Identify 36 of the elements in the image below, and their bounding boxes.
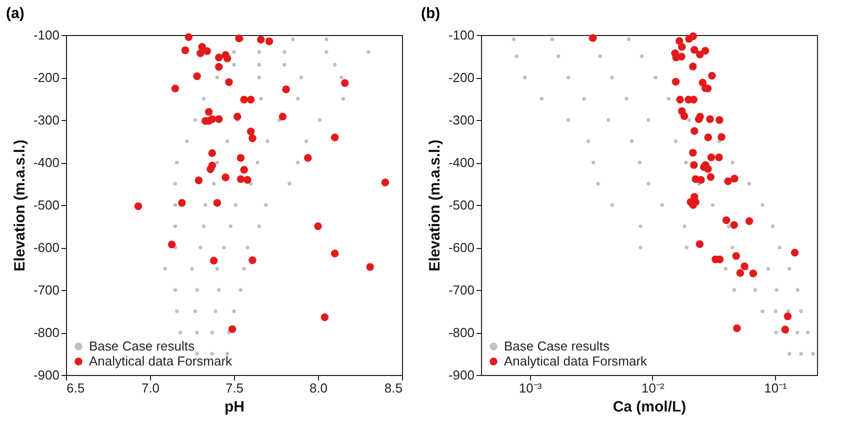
x-axis-title: pH [224,398,244,416]
y-tick-label: -700 [33,282,60,298]
y-tick-label: -200 [33,70,60,85]
y-axis-title: Elevation (m.a.s.l.) [426,140,444,272]
y-tick-label: -900 [33,368,60,382]
y-axis-title: Elevation (m.a.s.l.) [11,140,28,272]
chart-title: (b) [421,5,440,22]
y-tick-label: -600 [33,240,60,255]
y-tick-label: -400 [448,155,474,170]
y-tick-label: -800 [33,325,60,340]
x-tick-label: 6.5 [66,380,85,396]
x-tick-label: 10⁻¹ [764,380,788,396]
y-tick-label: -100 [33,28,60,42]
y-tick-label: -400 [33,155,60,170]
legend-label: Analytical data Forsmark [504,354,648,368]
y-tick-label: -300 [33,112,60,128]
x-tick-label: 7.5 [225,380,244,396]
x-tick-label: 7.0 [141,380,160,396]
legend-label: Base Case results [504,338,610,354]
legend-label: Base Case results [89,338,195,354]
x-tick-label: 8.0 [309,380,328,396]
x-tick-label: 10⁻² [642,380,665,396]
y-tick-label: -600 [448,240,474,255]
x-tick-label: 10⁻³ [518,380,542,396]
y-tick-label: -700 [448,282,474,298]
x-tick-label: 8.5 [384,380,402,396]
y-tick-label: -800 [448,325,474,340]
x-axis-title: Ca (mol/L) [612,398,686,416]
y-tick-label: -300 [448,112,474,128]
chart-title: (a) [6,5,24,22]
y-tick-label: -900 [448,368,474,382]
y-tick-label: -500 [448,198,474,212]
y-tick-label: -100 [448,28,474,42]
y-tick-label: -500 [33,198,60,212]
legend-label: Analytical data Forsmark [89,354,233,368]
y-tick-label: -200 [448,70,474,85]
